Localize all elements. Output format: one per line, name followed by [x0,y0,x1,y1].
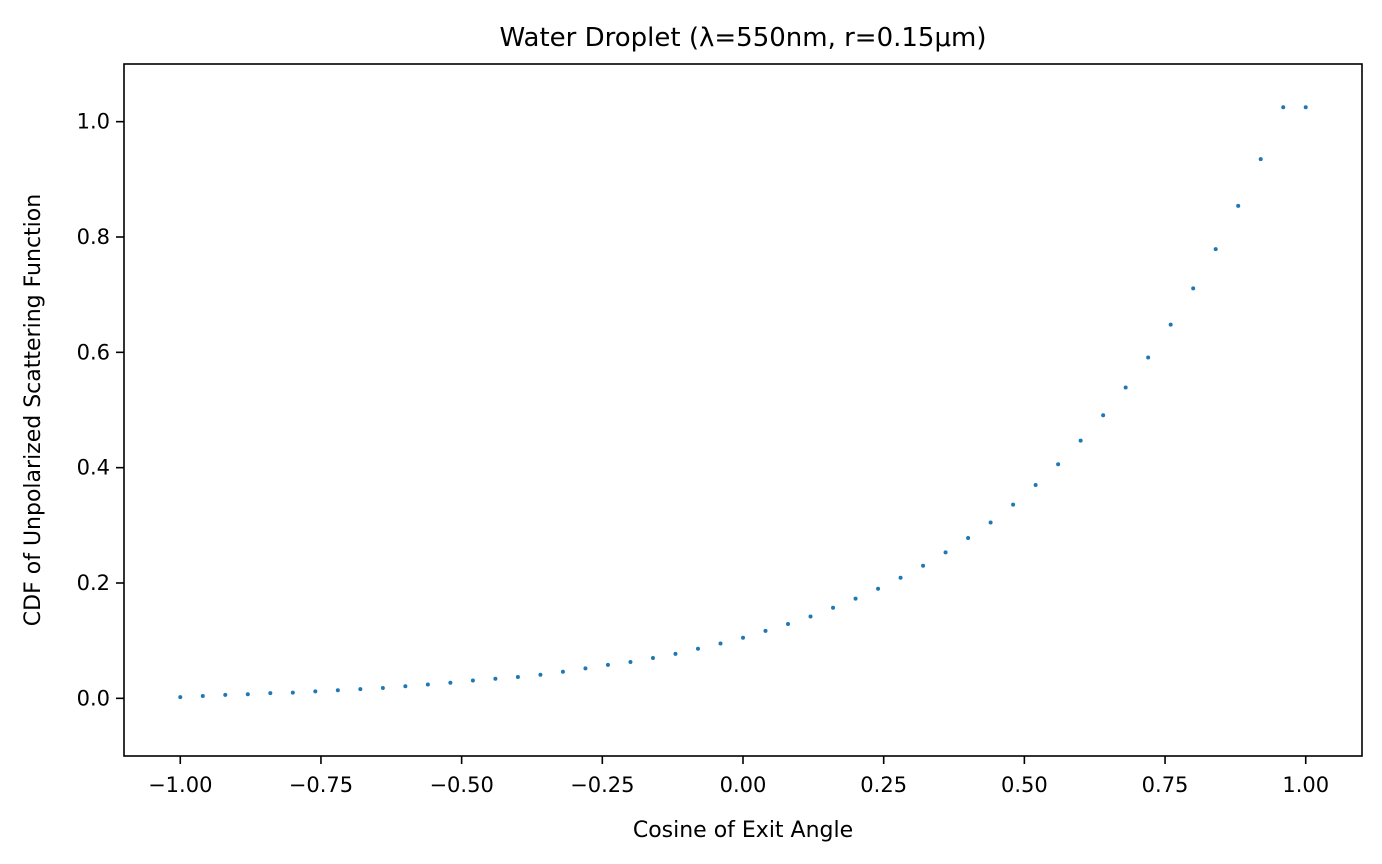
data-point [1258,157,1263,162]
y-tick-label: 1.0 [77,110,110,134]
data-point [200,694,205,699]
data-point [763,628,768,633]
data-point [1056,462,1061,467]
x-axis-ticks: −1.00 −0.75 −0.50 −0.25 0.00 0.25 0.50 0.75 1.00 [148,756,1329,797]
data-point [1011,502,1016,507]
data-point [358,687,363,692]
data-point [403,684,408,689]
data-point [1146,355,1151,360]
data-point [268,691,273,696]
data-point [245,692,250,697]
data-point [538,672,543,677]
data-point [313,689,318,694]
data-point [335,688,340,693]
data-point [921,563,926,568]
data-points [178,105,1308,700]
data-point [718,641,723,646]
x-tick-label: 0.75 [1142,773,1189,797]
data-point [966,536,971,541]
y-tick-label: 0.8 [77,225,110,249]
data-point [1078,438,1083,443]
data-point [223,692,228,697]
data-point [988,520,993,525]
x-tick-label: 1.00 [1282,773,1329,797]
data-point [470,678,475,683]
data-point [1191,286,1196,291]
data-point [695,646,700,651]
x-tick-label: 0.25 [860,773,907,797]
y-tick-label: 0.4 [77,456,110,480]
y-axis-ticks: 0.0 0.2 0.4 0.6 0.8 1.0 [77,110,124,710]
data-point [1168,322,1173,327]
y-axis-label: CDF of Unpolarized Scattering Function [21,194,46,626]
x-tick-label: −0.25 [570,773,634,797]
data-point [583,666,588,671]
data-point [178,695,183,700]
data-point [1281,105,1286,110]
data-point [876,586,881,591]
data-point [425,682,430,687]
data-point [1101,413,1106,418]
data-point [628,660,633,665]
data-point [605,662,610,667]
x-tick-label: 0.50 [1001,773,1048,797]
y-tick-label: 0.6 [77,340,110,364]
data-point [448,680,453,685]
y-tick-label: 0.0 [77,686,110,710]
data-point [290,690,295,695]
data-point [1123,385,1128,390]
x-tick-label: −0.75 [289,773,353,797]
x-tick-label: −1.00 [148,773,212,797]
data-point [943,550,948,555]
data-point [1033,482,1038,487]
x-tick-label: 0.00 [720,773,767,797]
data-point [515,674,520,679]
data-point [1236,203,1241,208]
data-point [673,651,678,656]
x-axis-label: Cosine of Exit Angle [633,818,853,843]
data-point [1213,247,1218,252]
plot-area [124,64,1362,756]
data-point [650,655,655,660]
data-point [831,605,836,610]
data-point [741,635,745,640]
x-tick-label: −0.50 [429,773,493,797]
data-point [380,685,385,690]
data-point [786,621,791,626]
data-point [493,676,498,681]
data-point [898,575,903,580]
data-point [808,614,813,619]
data-point [1303,105,1308,110]
data-point [853,596,858,601]
y-tick-label: 0.2 [77,571,110,595]
data-point [560,669,565,674]
chart-title: Water Droplet (λ=550nm, r=0.15μm) [499,23,986,53]
